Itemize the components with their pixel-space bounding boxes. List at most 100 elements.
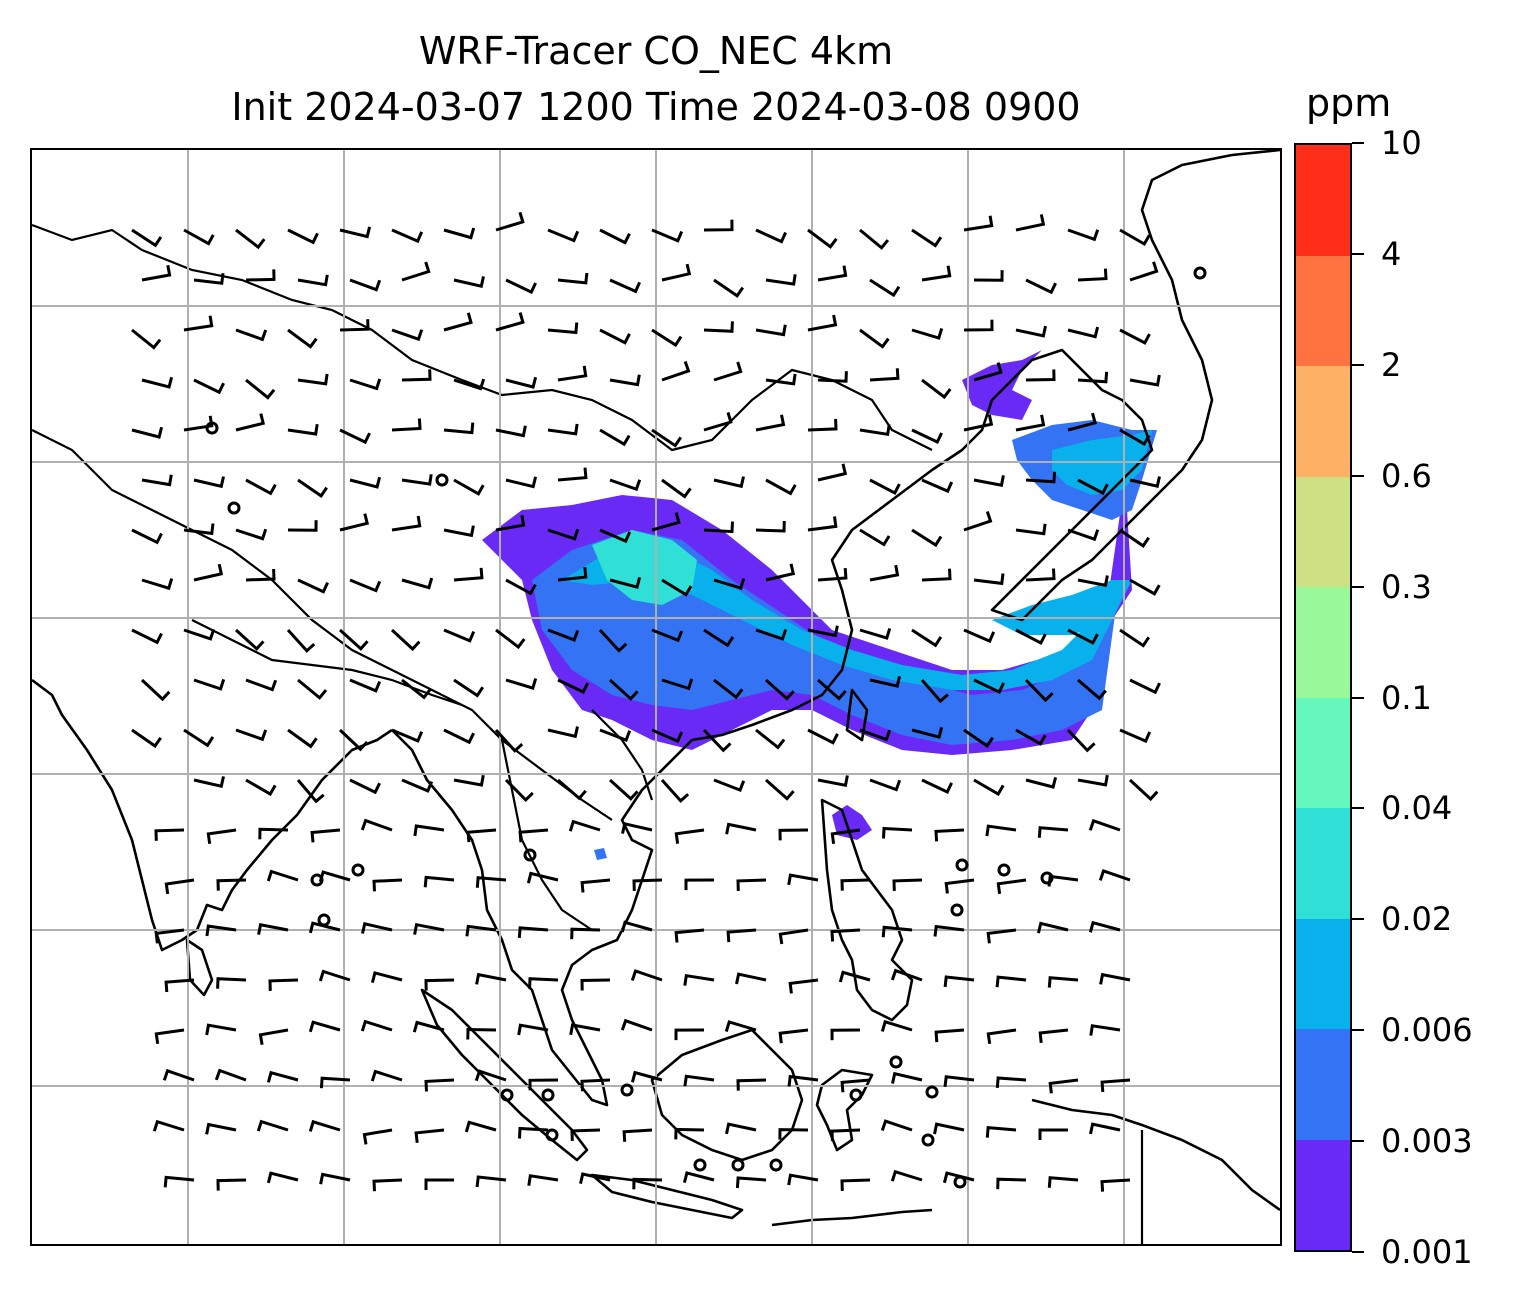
wind-barb xyxy=(778,1028,809,1044)
wind-barb xyxy=(817,567,848,582)
wind-barb xyxy=(183,315,214,332)
wind-barb xyxy=(1015,728,1047,746)
wind-barb xyxy=(308,921,341,934)
colorbar-tick-label: 10 xyxy=(1381,124,1422,162)
colorbar-tick-label: 0.6 xyxy=(1381,456,1432,495)
wind-barb xyxy=(735,972,767,985)
colorbar-tick xyxy=(1352,1140,1364,1143)
wind-barb xyxy=(911,628,943,648)
wind-barb xyxy=(921,378,952,400)
calm-wind-circle xyxy=(310,873,324,887)
wind-barb xyxy=(443,628,476,643)
wind-barb xyxy=(661,263,692,282)
wind-barb xyxy=(193,378,225,395)
wind-barb xyxy=(245,269,276,282)
colorbar-tick xyxy=(1352,1251,1364,1253)
wind-barb xyxy=(505,578,537,596)
wind-barb xyxy=(713,361,743,382)
colorbar-segment xyxy=(1296,918,1350,1029)
wind-barb xyxy=(495,628,526,650)
wind-barb xyxy=(943,975,975,988)
wind-barb xyxy=(308,1119,341,1132)
wind-barb xyxy=(765,678,795,701)
wind-barb xyxy=(765,274,797,286)
wind-barb xyxy=(349,778,381,795)
wind-barb xyxy=(391,728,424,743)
wind-barb xyxy=(245,568,276,582)
wind-barb xyxy=(235,328,268,342)
wind-barb xyxy=(517,926,549,939)
wind-barbs xyxy=(131,211,1207,1192)
wind-barb xyxy=(557,467,588,482)
calm-wind-circle xyxy=(997,863,1011,877)
wind-barb xyxy=(890,968,923,982)
wind-barb xyxy=(736,878,767,891)
wind-barb xyxy=(632,878,663,891)
wind-barb xyxy=(622,1128,653,1142)
wind-barb xyxy=(725,822,757,835)
colorbar-tick-label: 0.04 xyxy=(1381,789,1453,828)
wind-barb xyxy=(1047,976,1079,988)
wind-barb xyxy=(547,528,580,541)
wind-barb xyxy=(495,425,527,438)
border-central-asia xyxy=(32,429,613,821)
border-north xyxy=(32,223,933,452)
colorbar-segment xyxy=(1296,1139,1350,1250)
wind-barb xyxy=(453,567,484,582)
wind-barb xyxy=(921,568,952,582)
wind-barb xyxy=(702,728,732,753)
calm-wind-circle xyxy=(769,1158,783,1172)
wind-barb xyxy=(787,1074,819,1087)
wind-barb xyxy=(495,515,526,532)
wind-barb xyxy=(620,1018,653,1032)
wind-barb xyxy=(568,819,601,832)
wind-barb xyxy=(287,728,318,749)
wind-barb xyxy=(266,1070,299,1083)
wind-barb xyxy=(859,424,891,437)
wind-barb xyxy=(287,328,318,349)
wind-barb xyxy=(817,463,848,482)
wind-barb xyxy=(963,319,994,332)
wind-barb xyxy=(651,228,684,243)
wind-barb xyxy=(1099,972,1131,985)
wind-barb xyxy=(840,1078,871,1093)
wind-barb xyxy=(943,1075,975,1087)
wind-barb xyxy=(570,1128,601,1141)
calm-wind-circle xyxy=(351,863,365,877)
wind-barb xyxy=(349,678,382,693)
colorbar-segment xyxy=(1296,697,1350,808)
wind-barb xyxy=(338,628,369,651)
calm-wind-circle xyxy=(435,473,449,487)
wind-barb xyxy=(880,1119,913,1132)
wind-barb xyxy=(683,1074,715,1087)
wind-barb xyxy=(453,378,486,391)
coastline-java xyxy=(590,1173,744,1220)
wind-barb xyxy=(778,1128,809,1140)
wind-barb xyxy=(453,478,485,496)
wind-barb xyxy=(131,228,163,248)
calm-wind-circle xyxy=(925,1085,939,1099)
calm-wind-circle xyxy=(955,858,969,872)
wind-barb xyxy=(235,228,266,250)
wind-barb xyxy=(765,563,796,582)
wind-barb xyxy=(141,376,174,389)
wind-barb xyxy=(703,219,734,232)
wind-barb xyxy=(570,927,601,940)
wind-barb xyxy=(661,478,692,499)
wind-barb xyxy=(1129,261,1159,282)
wind-barb xyxy=(817,678,847,701)
wind-barb xyxy=(869,368,900,382)
wind-barb xyxy=(942,1171,975,1184)
wind-barb xyxy=(1037,826,1069,838)
wind-barb xyxy=(859,328,890,349)
wind-barb xyxy=(349,278,382,292)
wind-barb xyxy=(495,312,525,332)
wind-barb xyxy=(464,1120,497,1133)
wind-barb xyxy=(391,328,424,342)
wind-barb xyxy=(214,1068,247,1082)
wind-barb xyxy=(1066,728,1096,753)
wind-barb xyxy=(424,1178,454,1190)
wind-barb xyxy=(310,828,341,843)
wind-barb xyxy=(505,278,537,295)
wind-barb xyxy=(1025,777,1058,789)
